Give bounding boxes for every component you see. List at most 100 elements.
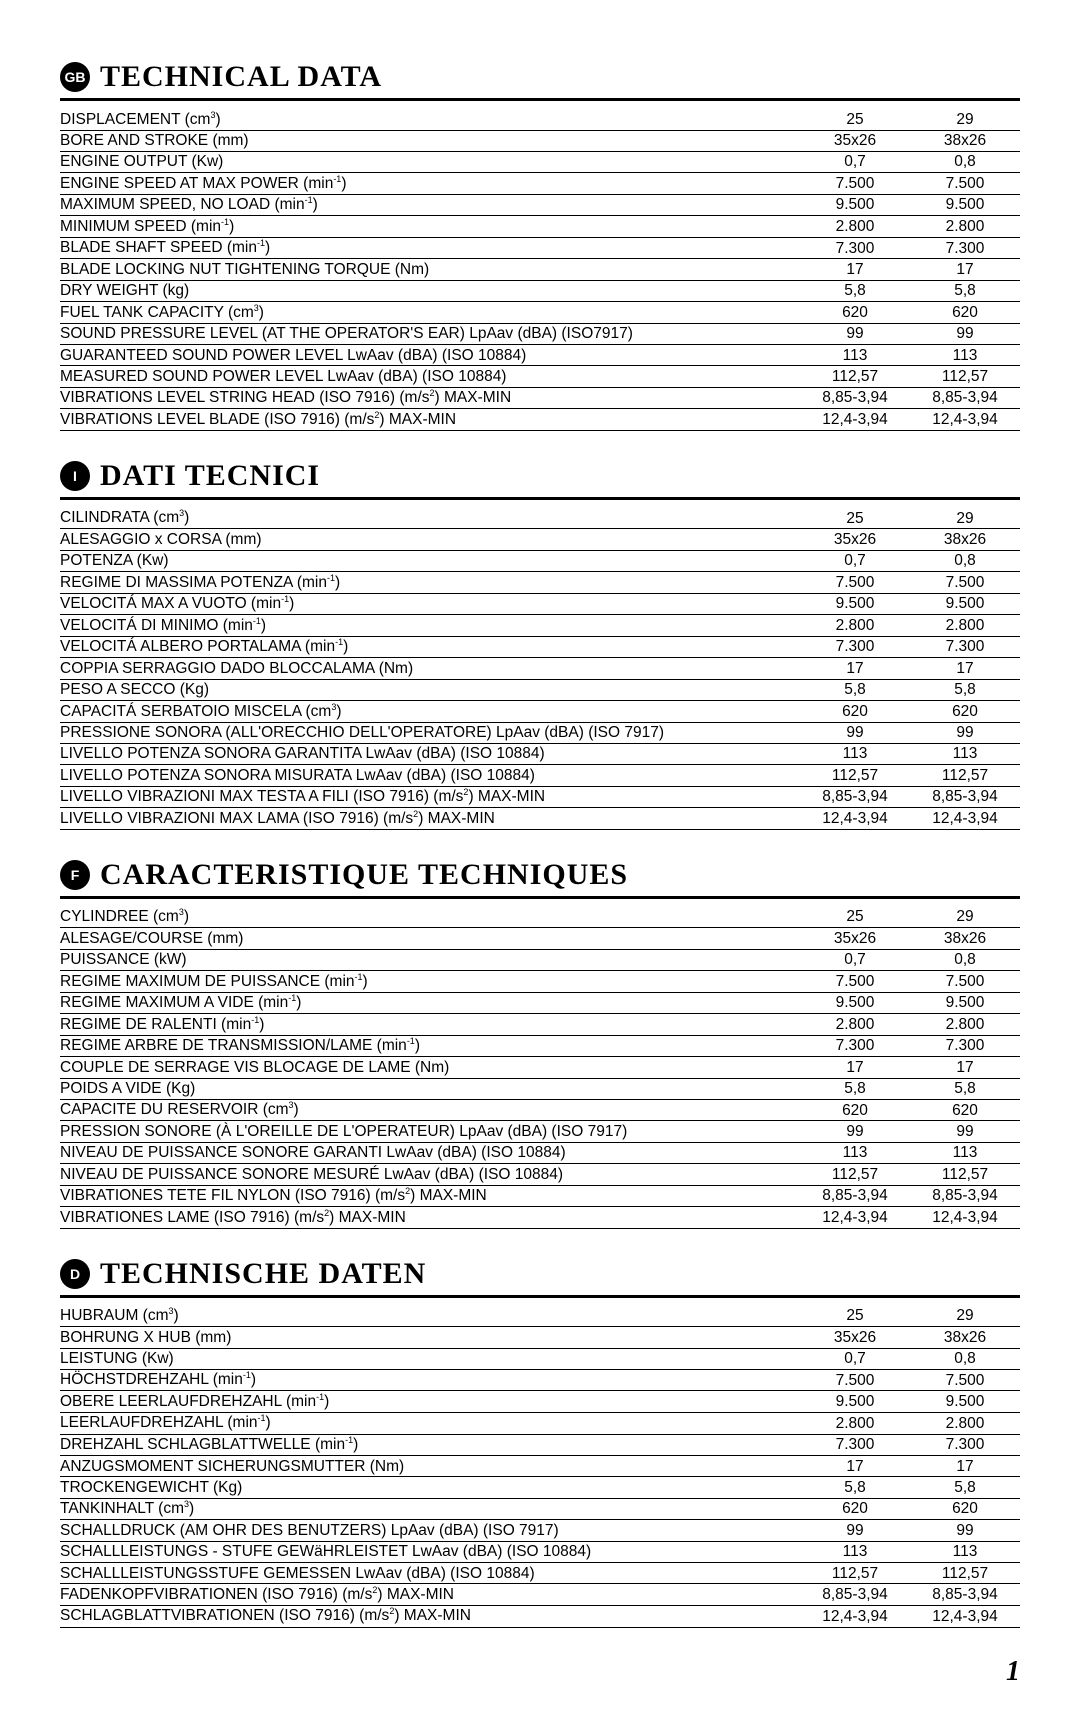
spec-label: DREHZAHL SCHLAGBLATTWELLE (min-1) — [60, 1435, 800, 1455]
spec-value-col1: 5,8 — [800, 281, 910, 300]
spec-label: PRESSIONE SONORA (ALL'ORECCHIO DELL'OPER… — [60, 723, 800, 742]
spec-row: SCHALLLEISTUNGS - STUFE GEWäHRLEISTET Lw… — [60, 1542, 1020, 1563]
spec-value-col2: 9.500 — [910, 993, 1020, 1012]
spec-value-col2: 99 — [910, 324, 1020, 343]
spec-value-col2: 620 — [910, 1101, 1020, 1120]
spec-value-col1: 35x26 — [800, 131, 910, 150]
spec-value-col1: 113 — [800, 744, 910, 763]
spec-section: GBTECHNICAL DATADISPLACEMENT (cm3)2529BO… — [60, 60, 1020, 431]
spec-value-col2: 7.300 — [910, 1036, 1020, 1055]
spec-value-col2: 0,8 — [910, 551, 1020, 570]
page-number: 1 — [60, 1656, 1020, 1688]
spec-value-col1: 112,57 — [800, 367, 910, 386]
spec-value-col1: 620 — [800, 1101, 910, 1120]
spec-value-col2: 17 — [910, 260, 1020, 279]
spec-row: SCHLAGBLATTVIBRATIONEN (ISO 7916) (m/s2)… — [60, 1606, 1020, 1628]
spec-value-col1: 25 — [800, 509, 910, 528]
spec-row: ALESAGGIO x CORSA (mm)35x2638x26 — [60, 529, 1020, 550]
spec-row: PRESSION SONORE (À L'OREILLE DE L'OPERAT… — [60, 1121, 1020, 1142]
spec-label: MAXIMUM SPEED, NO LOAD (min-1) — [60, 195, 800, 215]
spec-label: PESO A SECCO (Kg) — [60, 680, 800, 699]
spec-value-col2: 620 — [910, 702, 1020, 721]
spec-value-col1: 25 — [800, 907, 910, 926]
spec-row: TANKINHALT (cm3)620620 — [60, 1499, 1020, 1521]
spec-value-col1: 7.300 — [800, 1435, 910, 1454]
spec-row: VELOCITÁ ALBERO PORTALAMA (min-1)7.3007.… — [60, 637, 1020, 659]
spec-row: SCHALLLEISTUNGSSTUFE GEMESSEN LwAav (dBA… — [60, 1563, 1020, 1584]
spec-row: BLADE LOCKING NUT TIGHTENING TORQUE (Nm)… — [60, 259, 1020, 280]
spec-row: REGIME MAXIMUM DE PUISSANCE (min-1)7.500… — [60, 971, 1020, 993]
section-title: DATI TECNICI — [100, 459, 320, 493]
spec-row: SCHALLDRUCK (AM OHR DES BENUTZERS) LpAav… — [60, 1520, 1020, 1541]
spec-value-col2: 29 — [910, 907, 1020, 926]
spec-value-col1: 7.300 — [800, 239, 910, 258]
spec-label: REGIME MAXIMUM DE PUISSANCE (min-1) — [60, 972, 800, 992]
spec-value-col2: 2.800 — [910, 1414, 1020, 1433]
spec-value-col1: 25 — [800, 110, 910, 129]
spec-value-col2: 8,85-3,94 — [910, 787, 1020, 806]
spec-row: DREHZAHL SCHLAGBLATTWELLE (min-1)7.3007.… — [60, 1435, 1020, 1457]
spec-value-col1: 99 — [800, 1521, 910, 1540]
spec-value-col2: 112,57 — [910, 766, 1020, 785]
spec-value-col1: 35x26 — [800, 929, 910, 948]
spec-label: LIVELLO VIBRAZIONI MAX TESTA A FILI (ISO… — [60, 787, 800, 807]
spec-value-col2: 17 — [910, 659, 1020, 678]
spec-label: NIVEAU DE PUISSANCE SONORE GARANTI LwAav… — [60, 1143, 800, 1162]
spec-label: CAPACITÁ SERBATOIO MISCELA (cm3) — [60, 702, 800, 722]
spec-value-col1: 17 — [800, 1058, 910, 1077]
spec-label: VIBRATIONES LAME (ISO 7916) (m/s2) MAX-M… — [60, 1208, 800, 1228]
spec-section: FCARACTERISTIQUE TECHNIQUESCYLINDREE (cm… — [60, 858, 1020, 1229]
spec-value-col1: 7.300 — [800, 637, 910, 656]
spec-value-col1: 5,8 — [800, 1478, 910, 1497]
spec-value-col2: 8,85-3,94 — [910, 1585, 1020, 1604]
spec-label: REGIME DI MASSIMA POTENZA (min-1) — [60, 573, 800, 593]
spec-label: BORE AND STROKE (mm) — [60, 131, 800, 150]
spec-label: LEISTUNG (Kw) — [60, 1349, 800, 1368]
spec-label: OBERE LEERLAUFDREHZAHL (min-1) — [60, 1392, 800, 1412]
spec-value-col1: 9.500 — [800, 594, 910, 613]
spec-row: COPPIA SERRAGGIO DADO BLOCCALAMA (Nm)171… — [60, 658, 1020, 679]
spec-value-col1: 17 — [800, 659, 910, 678]
section-header: IDATI TECNICI — [60, 459, 1020, 500]
spec-label: LIVELLO POTENZA SONORA GARANTITA LwAav (… — [60, 744, 800, 763]
spec-label: VIBRATIONES TETE FIL NYLON (ISO 7916) (m… — [60, 1186, 800, 1206]
spec-row: GUARANTEED SOUND POWER LEVEL LwAav (dBA)… — [60, 345, 1020, 366]
spec-value-col1: 7.500 — [800, 972, 910, 991]
spec-row: REGIME DE RALENTI (min-1)2.8002.800 — [60, 1014, 1020, 1036]
language-badge: F — [60, 860, 90, 890]
spec-row: REGIME ARBRE DE TRANSMISSION/LAME (min-1… — [60, 1036, 1020, 1058]
spec-value-col2: 0,8 — [910, 1349, 1020, 1368]
spec-label: SCHLAGBLATTVIBRATIONEN (ISO 7916) (m/s2)… — [60, 1606, 800, 1626]
spec-value-col1: 35x26 — [800, 1328, 910, 1347]
spec-value-col1: 25 — [800, 1306, 910, 1325]
spec-value-col2: 9.500 — [910, 1392, 1020, 1411]
spec-value-col2: 112,57 — [910, 1165, 1020, 1184]
spec-label: DISPLACEMENT (cm3) — [60, 110, 800, 130]
spec-row: ENGINE SPEED AT MAX POWER (min-1)7.5007.… — [60, 173, 1020, 195]
spec-row: DISPLACEMENT (cm3)2529 — [60, 109, 1020, 131]
spec-label: ANZUGSMOMENT SICHERUNGSMUTTER (Nm) — [60, 1457, 800, 1476]
spec-value-col1: 2.800 — [800, 616, 910, 635]
spec-value-col2: 17 — [910, 1457, 1020, 1476]
spec-row: SOUND PRESSURE LEVEL (AT THE OPERATOR'S … — [60, 324, 1020, 345]
spec-value-col1: 12,4-3,94 — [800, 1208, 910, 1227]
spec-label: HÖCHSTDREHZAHL (min-1) — [60, 1370, 800, 1390]
spec-value-col1: 17 — [800, 1457, 910, 1476]
spec-value-col1: 12,4-3,94 — [800, 1607, 910, 1626]
spec-label: MEASURED SOUND POWER LEVEL LwAav (dBA) (… — [60, 367, 800, 386]
spec-row: REGIME MAXIMUM A VIDE (min-1)9.5009.500 — [60, 993, 1020, 1015]
spec-label: VELOCITÁ MAX A VUOTO (min-1) — [60, 594, 800, 614]
spec-row: BOHRUNG X HUB (mm)35x2638x26 — [60, 1327, 1020, 1348]
spec-label: LIVELLO POTENZA SONORA MISURATA LwAav (d… — [60, 766, 800, 785]
spec-label: SOUND PRESSURE LEVEL (AT THE OPERATOR'S … — [60, 324, 800, 343]
spec-value-col2: 17 — [910, 1058, 1020, 1077]
spec-label: REGIME DE RALENTI (min-1) — [60, 1015, 800, 1035]
spec-value-col2: 112,57 — [910, 1564, 1020, 1583]
spec-value-col2: 12,4-3,94 — [910, 1208, 1020, 1227]
spec-value-col2: 7.300 — [910, 239, 1020, 258]
spec-label: PUISSANCE (kW) — [60, 950, 800, 969]
spec-row: BORE AND STROKE (mm)35x2638x26 — [60, 131, 1020, 152]
spec-value-col1: 5,8 — [800, 680, 910, 699]
spec-label: CILINDRATA (cm3) — [60, 508, 800, 528]
spec-row: LEERLAUFDREHZAHL (min-1)2.8002.800 — [60, 1413, 1020, 1435]
